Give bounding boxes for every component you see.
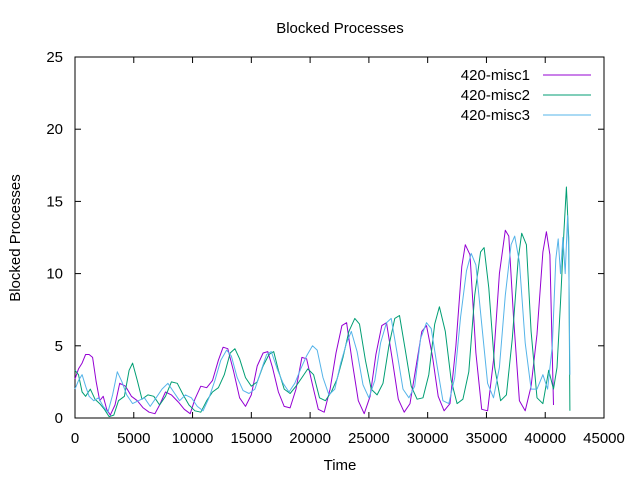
y-tick-label: 0 [55,410,63,427]
legend: 420-misc1 420-misc2 420-misc3 [461,67,591,124]
y-tick-label: 15 [46,193,63,210]
plot-area [74,56,605,419]
legend-label: 420-misc3 [461,107,530,124]
series-line-420-misc1 [74,229,554,416]
x-tick-label: 45000 [583,430,625,447]
y-tick-label: 5 [55,338,63,355]
x-tick-label: 40000 [524,430,566,447]
y-tick-label: 10 [46,266,63,283]
series-lines [74,186,571,418]
x-tick-label: 10000 [172,430,214,447]
legend-label: 420-misc2 [461,87,530,104]
y-tick-label: 25 [46,49,63,66]
series-line-420-misc3 [74,215,571,413]
x-axis-label: Time [324,457,357,474]
x-tick-label: 25000 [348,430,390,447]
x-tick-label: 20000 [289,430,331,447]
x-tick-label: 35000 [466,430,508,447]
y-axis-label: Blocked Processes [7,174,24,302]
y-tick-label: 20 [46,121,63,138]
x-tick-label: 5000 [117,430,150,447]
x-tick-label: 30000 [407,430,449,447]
x-tick-label: 0 [71,430,79,447]
plot-frame [74,56,605,419]
series-line-420-misc2 [74,186,571,418]
legend-label: 420-misc1 [461,67,530,84]
axis-ticks: 0 5000 10000 15000 20000 25000 30000 35000 40000… [46,49,625,447]
x-tick-label: 15000 [230,430,272,447]
chart-title: Blocked Processes [276,20,404,37]
